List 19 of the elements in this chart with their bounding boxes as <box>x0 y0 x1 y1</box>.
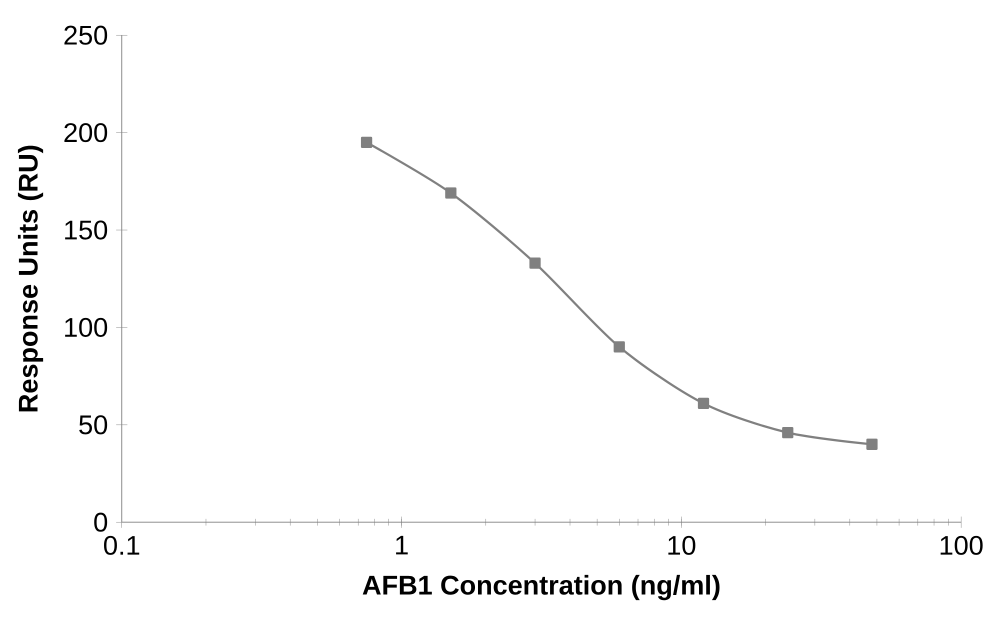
point <box>614 341 625 352</box>
y-tick-label: 200 <box>64 122 108 142</box>
x-tick-label: 100 <box>940 536 983 555</box>
point <box>698 398 710 409</box>
point <box>445 187 456 198</box>
y-tick-label: 250 <box>64 26 108 45</box>
y-tick-label: 50 <box>79 415 108 434</box>
point <box>782 426 794 438</box>
y-tick-label: 150 <box>65 220 108 240</box>
x-tick-label: 1 <box>396 536 408 554</box>
y-tick-label: 0 <box>94 512 108 532</box>
point <box>866 438 878 450</box>
x-axis-title: AFB1 Concentration (ng/ml) <box>362 574 720 600</box>
x-tick-label: 10 <box>668 536 696 555</box>
point <box>529 257 541 269</box>
y-axis-title: Response Units (RU) <box>18 146 44 412</box>
point <box>360 136 372 148</box>
y-tick-label: 100 <box>65 318 108 337</box>
x-tick-label: 0.1 <box>104 536 140 555</box>
